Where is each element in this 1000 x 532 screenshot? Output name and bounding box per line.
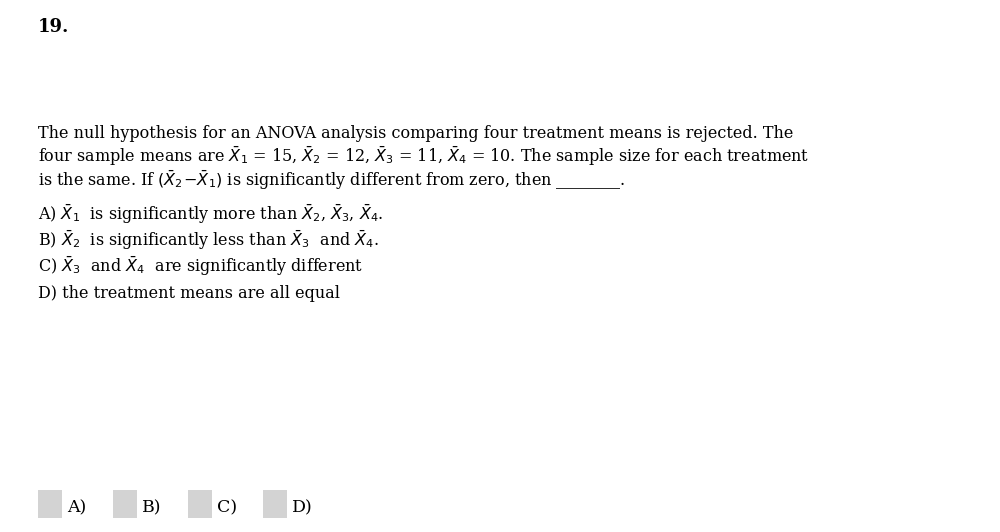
Text: B) $\bar{X}_2$  is significantly less than $\bar{X}_3$  and $\bar{X}_4$.: B) $\bar{X}_2$ is significantly less tha… xyxy=(38,229,379,252)
Text: A) $\bar{X}_1$  is significantly more than $\bar{X}_2$, $\bar{X}_3$, $\bar{X}_4$: A) $\bar{X}_1$ is significantly more tha… xyxy=(38,203,383,226)
Text: 19.: 19. xyxy=(38,18,69,36)
Text: D): D) xyxy=(292,499,313,516)
Text: B): B) xyxy=(142,499,162,516)
Text: The null hypothesis for an ANOVA analysis comparing four treatment means is reje: The null hypothesis for an ANOVA analysi… xyxy=(38,125,793,142)
Text: D) the treatment means are all equal: D) the treatment means are all equal xyxy=(38,285,340,302)
Bar xyxy=(263,490,287,518)
Bar xyxy=(113,490,137,518)
Text: four sample means are $\bar{X}_1$ = 15, $\bar{X}_2$ = 12, $\bar{X}_3$ = 11, $\ba: four sample means are $\bar{X}_1$ = 15, … xyxy=(38,145,809,168)
Text: A): A) xyxy=(67,499,86,516)
Text: C): C) xyxy=(217,499,237,516)
Text: is the same. If $(\bar{X}_2\!-\!\bar{X}_1)$ is significantly different from zero: is the same. If $(\bar{X}_2\!-\!\bar{X}_… xyxy=(38,169,626,192)
Bar xyxy=(188,490,212,518)
Text: C) $\bar{X}_3$  and $\bar{X}_4$  are significantly different: C) $\bar{X}_3$ and $\bar{X}_4$ are signi… xyxy=(38,255,363,278)
Bar xyxy=(38,490,62,518)
